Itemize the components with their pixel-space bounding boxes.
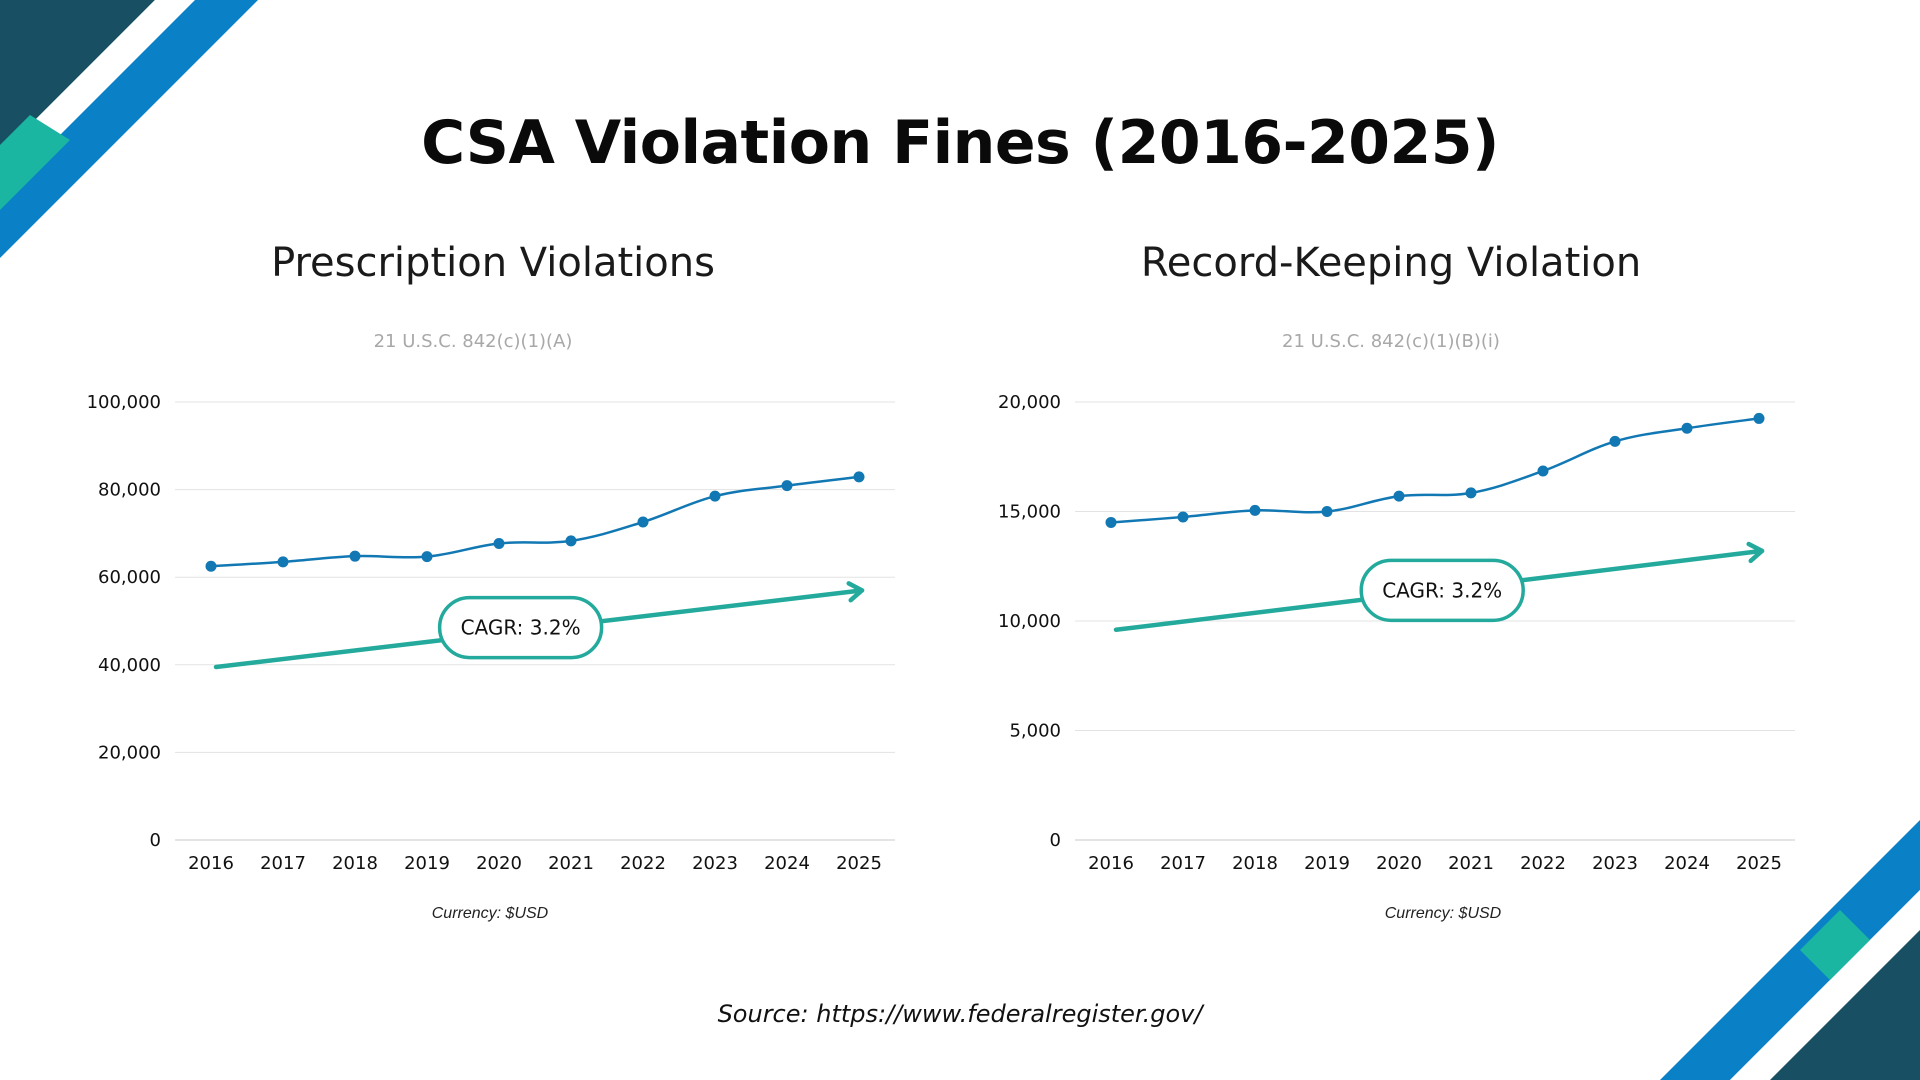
x-tick-label: 2021 (1448, 853, 1494, 874)
x-tick-label: 2023 (1592, 853, 1638, 874)
series-line (210, 475, 860, 568)
chart-subtitle-record-keeping: 21 U.S.C. 842(c)(1)(B)(i) (1282, 331, 1500, 352)
data-point (1393, 490, 1405, 502)
cagr-annotation-label: CAGR: 3.2% (1382, 578, 1502, 602)
trend-arrow-head (846, 581, 865, 603)
data-point (349, 550, 361, 562)
chart-record-keeping-violation: 0 5,000 10,000 15,000 20,000 2016 2017 2018 2019… (998, 392, 1795, 874)
chart-title-record-keeping: Record-Keeping Violation (1140, 240, 1642, 286)
data-point (1249, 504, 1261, 516)
stripe-dark-bottom-right (1770, 930, 1920, 1080)
x-tick-label: 2024 (1664, 853, 1710, 874)
x-tick-label: 2023 (692, 853, 738, 874)
data-point (1105, 516, 1117, 528)
x-tick-label: 2025 (836, 853, 882, 874)
trend-arrow-head (1746, 541, 1765, 564)
currency-note-prescription: Currency: $USD (431, 905, 549, 922)
x-tick-label: 2020 (476, 853, 522, 874)
y-tick-label: 20,000 (998, 392, 1061, 413)
cagr-annotation-box (437, 595, 604, 660)
data-point (1465, 487, 1477, 499)
y-tick-label: 80,000 (98, 480, 161, 501)
data-point (421, 551, 433, 563)
data-point (853, 471, 865, 483)
cagr-annotation-label: CAGR: 3.2% (461, 616, 581, 640)
data-point (781, 480, 793, 492)
stripe-blue-bottom-right (1660, 820, 1920, 1080)
x-tick-label: 2017 (260, 853, 306, 874)
y-tick-label: 60,000 (98, 567, 161, 588)
y-tick-label: 10,000 (998, 611, 1061, 632)
chart-prescription-violations: 0 20,000 40,000 60,000 80,000 100,000 2016 2017… (87, 392, 895, 874)
x-tick-label: 2020 (1376, 853, 1422, 874)
y-tick-label: 5,000 (1009, 721, 1061, 742)
data-point (565, 535, 577, 547)
data-point (1609, 435, 1621, 447)
x-tick-label: 2017 (1160, 853, 1206, 874)
x-tick-label: 2019 (404, 853, 450, 874)
x-tick-label: 2018 (1232, 853, 1278, 874)
cagr-annotation-box (1359, 558, 1525, 623)
data-point (493, 537, 505, 549)
data-point (637, 516, 649, 528)
data-point (1681, 422, 1693, 434)
y-tick-label: 0 (150, 830, 161, 851)
chart-subtitle-prescription: 21 U.S.C. 842(c)(1)(A) (373, 331, 573, 352)
x-tick-label: 2016 (188, 853, 234, 874)
currency-note-record-keeping: Currency: $USD (1384, 905, 1502, 922)
page-title: CSA Violation Fines (2016-2025) (421, 108, 1499, 178)
source-citation: Source: https://www.federalregister.gov/ (717, 1000, 1203, 1028)
y-tick-label: 15,000 (998, 502, 1061, 523)
data-point (1321, 506, 1333, 517)
x-tick-label: 2018 (332, 853, 378, 874)
chart-title-prescription: Prescription Violations (271, 240, 715, 286)
data-point (709, 490, 721, 502)
x-tick-label: 2019 (1304, 853, 1350, 874)
y-tick-label: 40,000 (98, 655, 161, 676)
data-point (205, 560, 217, 572)
stripe-blue-top-left (0, 0, 258, 258)
data-point (277, 556, 289, 568)
y-tick-label: 20,000 (98, 742, 161, 763)
x-tick-label: 2022 (620, 853, 666, 874)
x-tick-label: 2022 (1520, 853, 1566, 874)
x-tick-label: 2021 (548, 853, 594, 874)
stripe-teal-top-left (0, 115, 70, 210)
data-point (1753, 412, 1765, 424)
data-point (1177, 511, 1189, 523)
series-line (1110, 417, 1760, 524)
x-tick-label: 2025 (1736, 853, 1782, 874)
x-tick-label: 2016 (1088, 853, 1134, 874)
y-tick-label: 0 (1050, 830, 1061, 851)
y-tick-label: 100,000 (87, 392, 161, 413)
data-point (1537, 465, 1549, 477)
stripe-teal-bottom-right (1800, 910, 1870, 980)
x-tick-label: 2024 (764, 853, 810, 874)
stripe-white-bottom-right (1730, 890, 1920, 1080)
